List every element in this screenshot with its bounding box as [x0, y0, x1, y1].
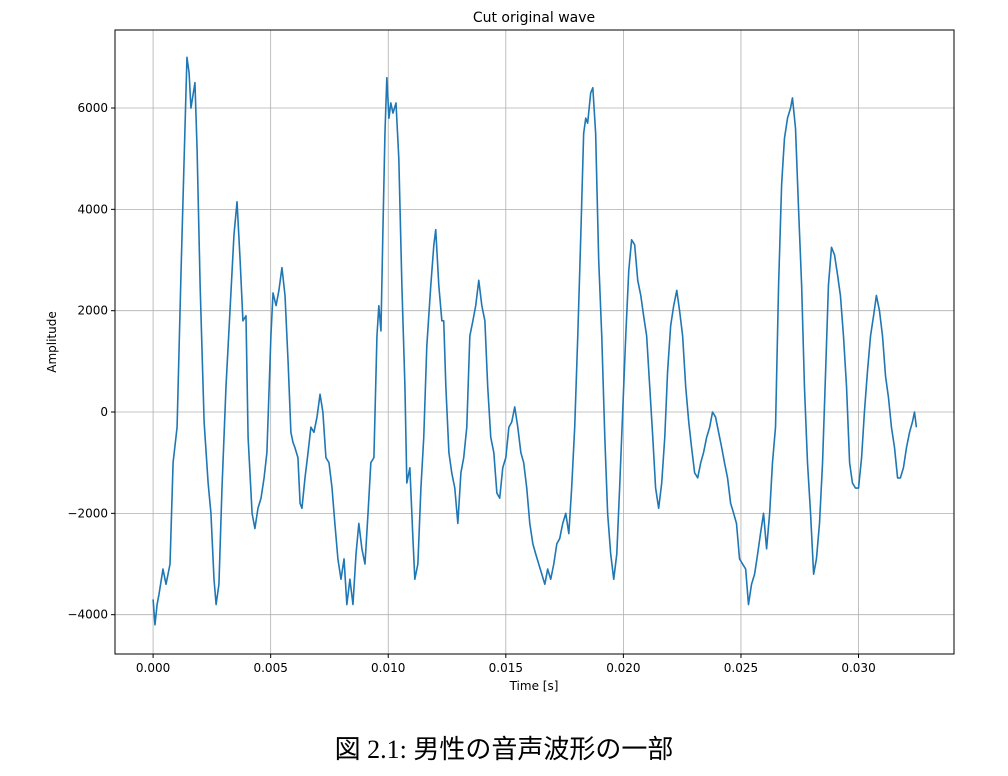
- chart-title: Cut original wave: [473, 10, 595, 26]
- x-tick-label: 0.010: [371, 661, 405, 675]
- x-tick-label: 0.005: [253, 661, 287, 675]
- figure-caption: 図 2.1: 男性の音声波形の一部: [335, 735, 674, 764]
- y-tick-label: 2000: [77, 304, 108, 318]
- plot-frame: [114, 29, 955, 655]
- x-tick-label: 0.025: [724, 661, 758, 675]
- y-tick-label: 4000: [77, 202, 108, 216]
- y-tick-label: −2000: [67, 506, 108, 520]
- x-tick-label: 0.015: [489, 661, 523, 675]
- y-tick-label: 0: [100, 405, 108, 419]
- x-axis-label: Time [s]: [509, 679, 559, 693]
- x-tick-label: 0.020: [606, 661, 640, 675]
- y-tick-label: 6000: [77, 101, 108, 115]
- wave-line: [152, 56, 918, 626]
- x-tick-label: 0.000: [136, 661, 170, 675]
- y-tick-label: −4000: [67, 608, 108, 622]
- y-axis-label: Amplitude: [45, 311, 59, 373]
- x-tick-label: 0.030: [841, 661, 875, 675]
